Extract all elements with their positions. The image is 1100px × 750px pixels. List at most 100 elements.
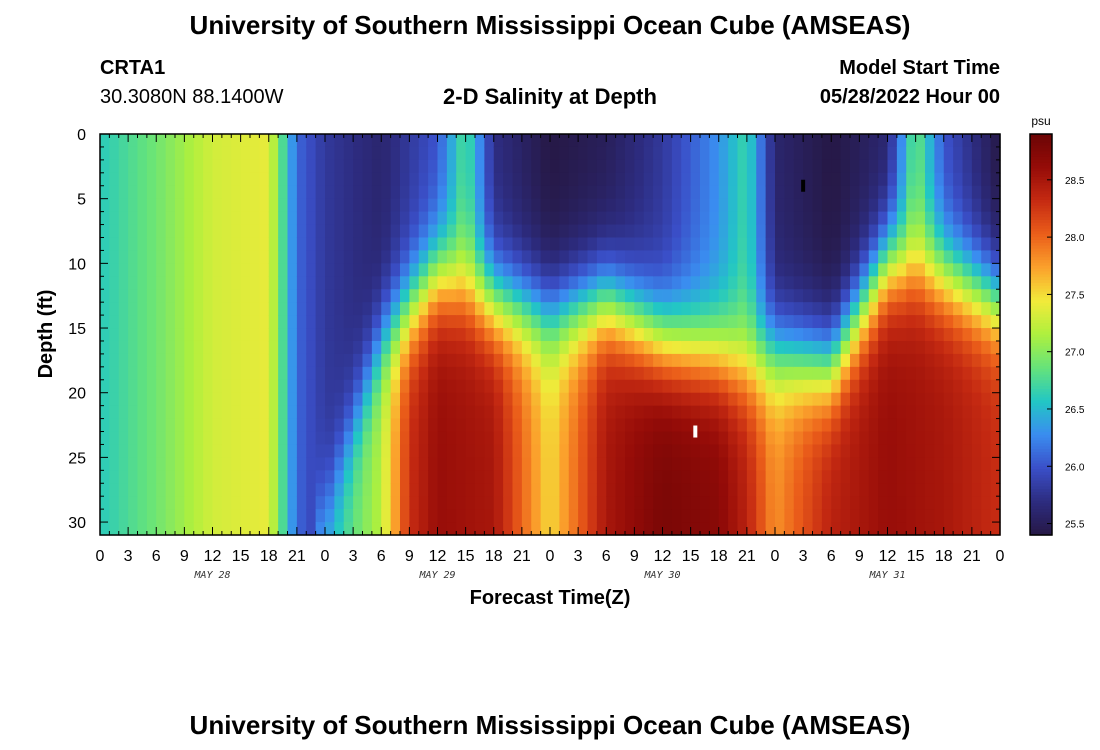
heatmap-cell — [118, 328, 129, 342]
heatmap-cell — [259, 457, 270, 471]
heatmap-cell — [362, 340, 373, 355]
heatmap-cell — [287, 211, 298, 226]
heatmap-cell — [943, 276, 954, 290]
heatmap-cell — [690, 457, 701, 471]
heatmap-cell — [137, 470, 148, 484]
heatmap-cell — [812, 276, 823, 290]
heatmap-cell — [409, 392, 420, 407]
heatmap-cell — [887, 483, 898, 497]
heatmap-cell — [812, 250, 823, 264]
heatmap-cell — [390, 418, 401, 433]
heatmap-cell — [934, 457, 945, 471]
heatmap-cell — [643, 237, 654, 252]
heatmap-cell — [971, 522, 982, 536]
heatmap-cell — [756, 315, 767, 329]
heatmap-cell — [109, 276, 120, 290]
heatmap-cell — [371, 392, 382, 407]
heatmap-cell — [343, 250, 354, 264]
heatmap-cell — [400, 263, 410, 277]
heatmap-cell — [718, 379, 729, 394]
heatmap-cell — [137, 496, 148, 510]
heatmap-cell — [437, 418, 448, 433]
heatmap-cell — [821, 366, 832, 381]
heatmap-cell — [596, 405, 607, 420]
heatmap-cell — [540, 444, 551, 458]
colorbar-swatch — [1030, 251, 1052, 255]
heatmap-cell — [943, 392, 954, 407]
heatmap-cell — [493, 392, 504, 407]
heatmap-cell — [925, 431, 935, 446]
heatmap-cell — [540, 211, 551, 226]
heatmap-cell — [334, 366, 345, 381]
heatmap-cell — [418, 185, 429, 200]
heatmap-cell — [146, 315, 157, 329]
heatmap-cell — [118, 250, 129, 264]
heatmap-cell — [793, 392, 804, 407]
heatmap-cell — [193, 470, 204, 484]
heatmap-cell — [493, 496, 504, 510]
heatmap-cell — [803, 418, 814, 433]
heatmap-cell — [718, 276, 729, 290]
heatmap-cell — [850, 353, 860, 368]
heatmap-cell — [840, 340, 851, 355]
heatmap-cell — [184, 263, 195, 277]
heatmap-cell — [343, 457, 354, 471]
heatmap-cell — [803, 444, 814, 458]
heatmap-cell — [221, 159, 232, 174]
heatmap-cell — [315, 224, 326, 239]
heatmap-cell — [371, 418, 382, 433]
heatmap-cell — [278, 276, 289, 290]
heatmap-cell — [587, 431, 598, 446]
colorbar-swatch — [1030, 500, 1052, 505]
heatmap-cell — [156, 405, 167, 420]
heatmap-cell — [128, 522, 139, 536]
heatmap-cell — [550, 405, 560, 420]
heatmap-cell — [193, 483, 204, 497]
heatmap-cell — [765, 159, 776, 174]
heatmap-cell — [625, 276, 635, 290]
heatmap-cell — [943, 211, 954, 226]
heatmap-cell — [550, 444, 560, 458]
heatmap-cell — [137, 353, 148, 368]
heatmap-cell — [896, 431, 907, 446]
heatmap-cell — [381, 211, 392, 226]
heatmap-cell — [343, 159, 354, 174]
heatmap-cell — [334, 159, 345, 174]
heatmap-cell — [109, 185, 120, 200]
heatmap-cell — [662, 263, 673, 277]
heatmap-cell — [287, 172, 298, 187]
heatmap-cell — [512, 302, 523, 316]
heatmap-cell — [156, 483, 167, 497]
heatmap-cell — [625, 470, 635, 484]
heatmap-cell — [700, 366, 710, 381]
heatmap-cell — [137, 392, 148, 407]
heatmap-cell — [596, 237, 607, 252]
heatmap-cell — [493, 198, 504, 213]
heatmap-cell — [887, 328, 898, 342]
heatmap-cell — [493, 146, 504, 161]
heatmap-cell — [700, 340, 710, 355]
heatmap-cell — [700, 276, 710, 290]
heatmap-cell — [568, 431, 579, 446]
heatmap-cell — [240, 328, 251, 342]
heatmap-cell — [681, 379, 692, 394]
heatmap-cell — [906, 431, 917, 446]
heatmap-cell — [268, 302, 279, 316]
heatmap-cell — [540, 353, 551, 368]
heatmap-cell — [146, 237, 157, 252]
heatmap-cell — [259, 483, 270, 497]
heatmap-cell — [962, 418, 973, 433]
heatmap-cell — [306, 172, 317, 187]
heatmap-cell — [231, 289, 242, 303]
heatmap-cell — [400, 134, 410, 148]
heatmap-cell — [156, 470, 167, 484]
heatmap-cell — [906, 509, 917, 523]
heatmap-cell — [690, 366, 701, 381]
heatmap-cell — [671, 392, 682, 407]
heatmap-cell — [793, 340, 804, 355]
heatmap-cell — [334, 340, 345, 355]
heatmap-cell — [465, 328, 476, 342]
heatmap-cell — [193, 340, 204, 355]
heatmap-cell — [306, 340, 317, 355]
heatmap-cell — [353, 185, 364, 200]
